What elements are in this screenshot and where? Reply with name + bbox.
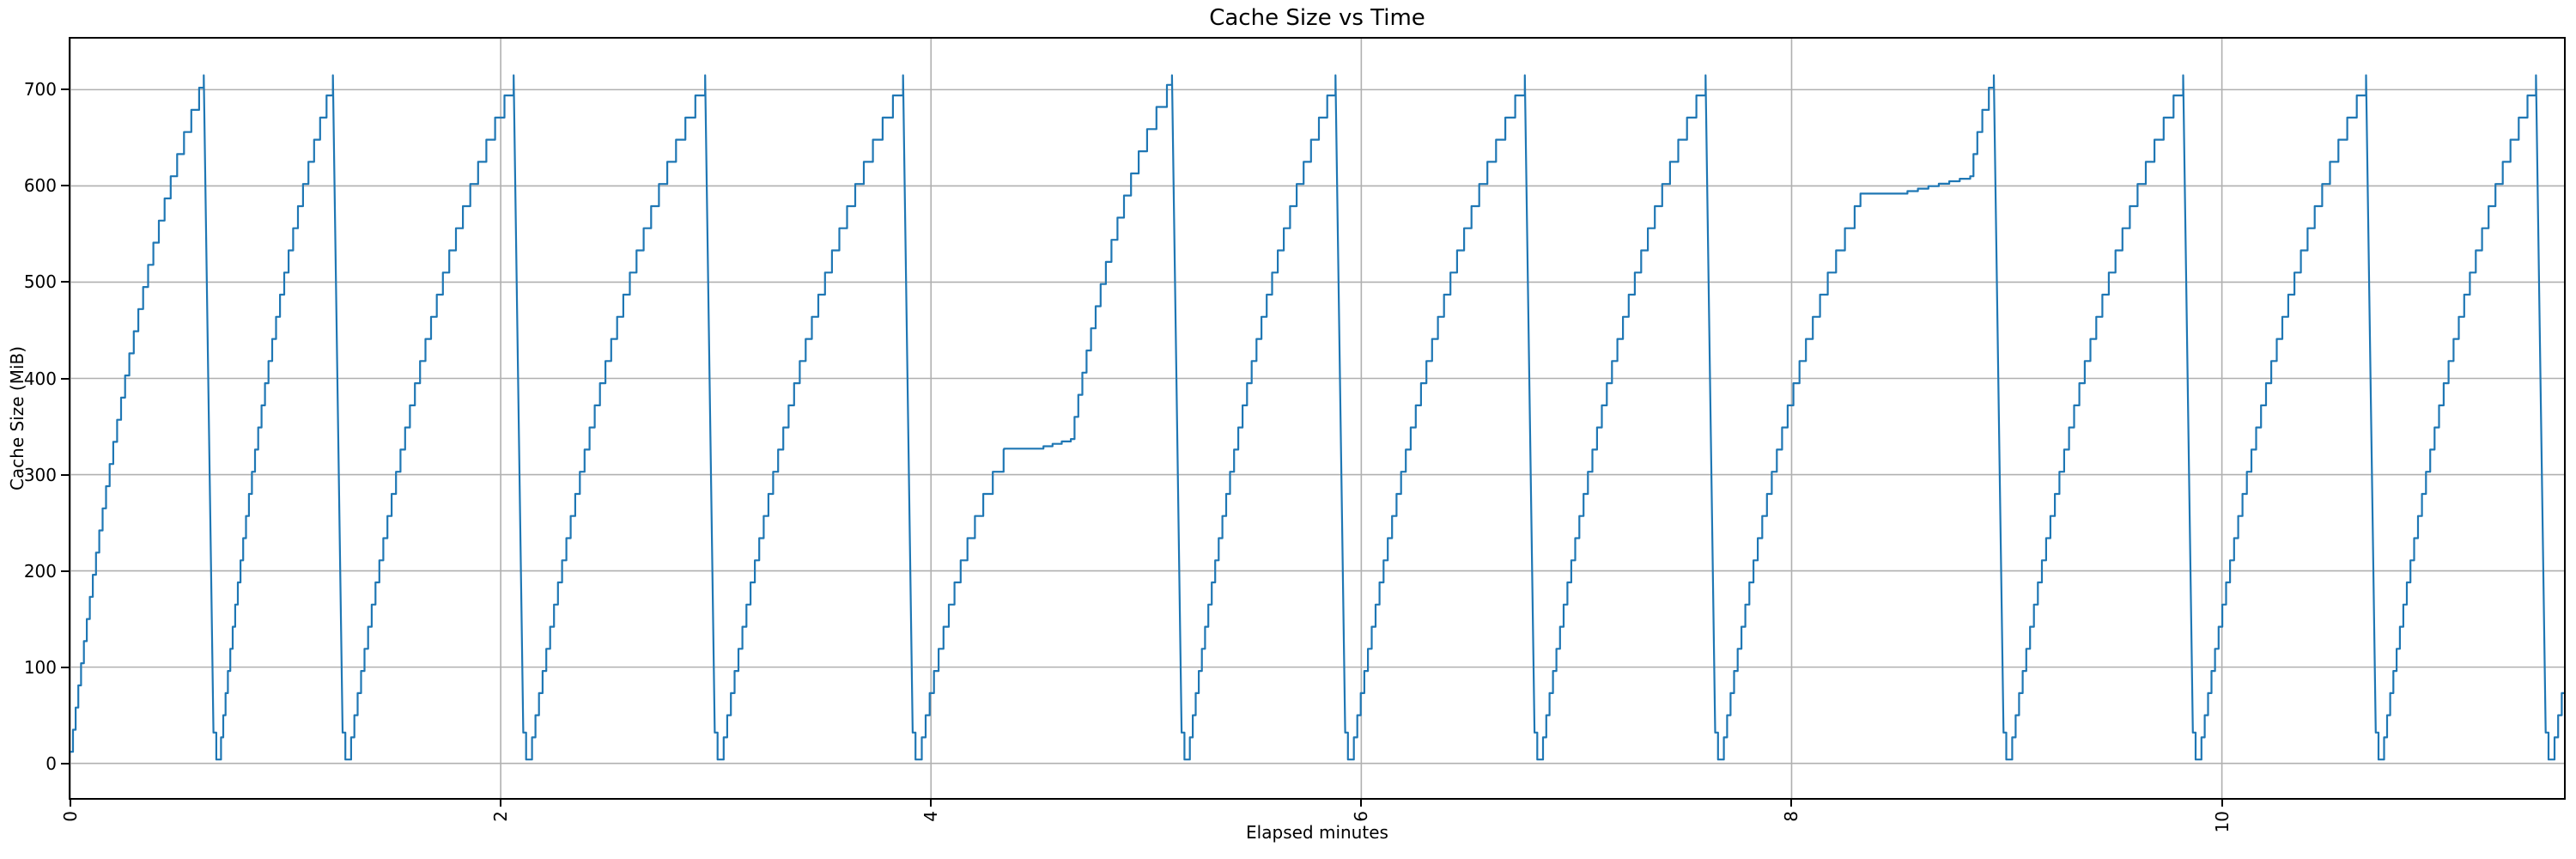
y-tick-mark: [61, 185, 70, 187]
y-tick-mark: [61, 570, 70, 572]
x-axis-label: Elapsed minutes: [1246, 822, 1388, 843]
plot-area: [69, 37, 2566, 800]
y-tick-label: 300: [23, 464, 57, 485]
x-tick-mark: [70, 798, 71, 807]
x-tick-mark: [1790, 798, 1793, 807]
x-tick-label: 4: [920, 811, 942, 822]
data-line-cache-size: [70, 74, 2564, 761]
y-tick-mark: [61, 473, 70, 476]
y-tick-mark: [61, 88, 70, 91]
x-tick-mark: [2221, 798, 2223, 807]
y-tick-label: 500: [23, 271, 57, 293]
y-tick-label: 200: [23, 560, 57, 582]
x-tick-label: 0: [60, 811, 81, 822]
y-tick-label: 700: [23, 79, 57, 101]
y-tick-label: 0: [46, 752, 57, 774]
y-tick-label: 400: [23, 368, 57, 389]
x-tick-label: 6: [1351, 811, 1372, 822]
plot-svg: [70, 39, 2564, 798]
x-tick-mark: [1360, 798, 1363, 807]
x-tick-mark: [500, 798, 502, 807]
x-tick-label: 10: [2211, 811, 2233, 833]
y-tick-mark: [61, 666, 70, 668]
chart-title: Cache Size vs Time: [1209, 5, 1425, 31]
y-tick-mark: [61, 377, 70, 380]
x-tick-mark: [930, 798, 933, 807]
y-tick-mark: [61, 281, 70, 283]
x-tick-label: 8: [1781, 811, 1802, 822]
y-tick-label: 600: [23, 175, 57, 197]
y-tick-mark: [61, 762, 70, 765]
x-tick-label: 2: [490, 811, 512, 822]
y-tick-label: 100: [23, 656, 57, 678]
